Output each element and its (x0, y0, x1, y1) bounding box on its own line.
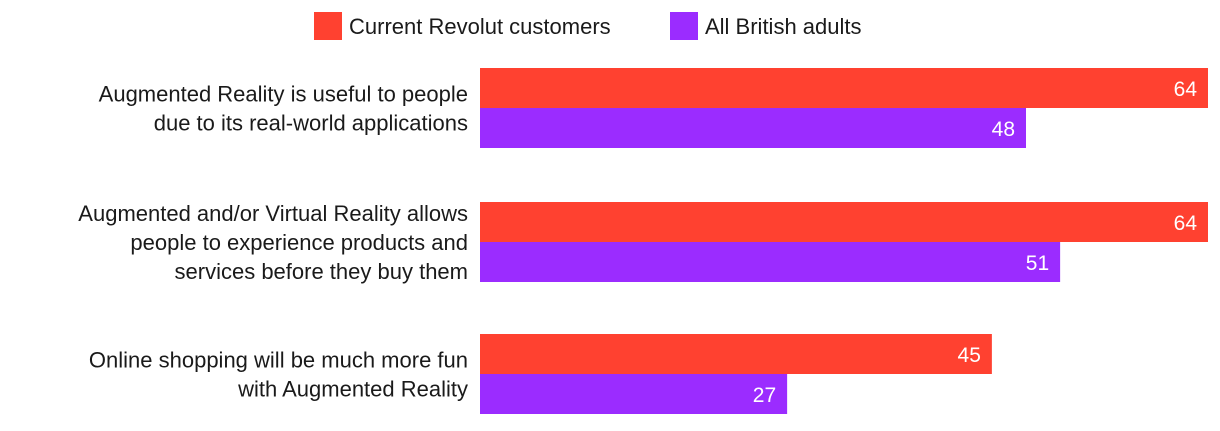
value-label-series-2-category-3: 27 (753, 384, 776, 407)
legend-swatch-1 (314, 12, 342, 40)
category-labels: Augmented Reality is useful to people due… (78, 82, 468, 402)
category-label-2-line-2: people to experience products and (130, 230, 468, 255)
value-label-series-2-category-1: 48 (992, 118, 1015, 141)
value-label-series-1-category-2: 64 (1174, 212, 1198, 235)
bars (480, 68, 1208, 414)
category-label-1-line-1: Augmented Reality is useful to people (99, 82, 468, 107)
legend: Current Revolut customers All British adu… (314, 12, 862, 40)
value-label-series-1-category-1: 64 (1174, 78, 1198, 101)
category-label-1-line-2: due to its real-world applications (154, 111, 468, 136)
data-labels: 64 64 45 48 51 27 (753, 78, 1198, 407)
category-label-3-line-2: with Augmented Reality (237, 377, 468, 402)
value-label-series-1-category-3: 45 (958, 344, 981, 367)
bar-series-2-category-2 (480, 242, 1061, 282)
bar-series-2-category-1 (480, 108, 1026, 148)
bar-series-1-category-2 (480, 202, 1208, 242)
legend-label-1: Current Revolut customers (349, 14, 611, 39)
category-label-3-line-1: Online shopping will be much more fun (89, 348, 468, 373)
bar-series-2-category-3 (480, 374, 788, 414)
bar-series-1-category-3 (480, 334, 992, 374)
category-label-2-line-1: Augmented and/or Virtual Reality allows (78, 201, 468, 226)
category-label-2-line-3: services before they buy them (175, 259, 468, 284)
legend-swatch-2 (670, 12, 698, 40)
value-label-series-2-category-2: 51 (1026, 252, 1049, 275)
bar-series-1-category-1 (480, 68, 1208, 108)
legend-label-2: All British adults (705, 14, 862, 39)
